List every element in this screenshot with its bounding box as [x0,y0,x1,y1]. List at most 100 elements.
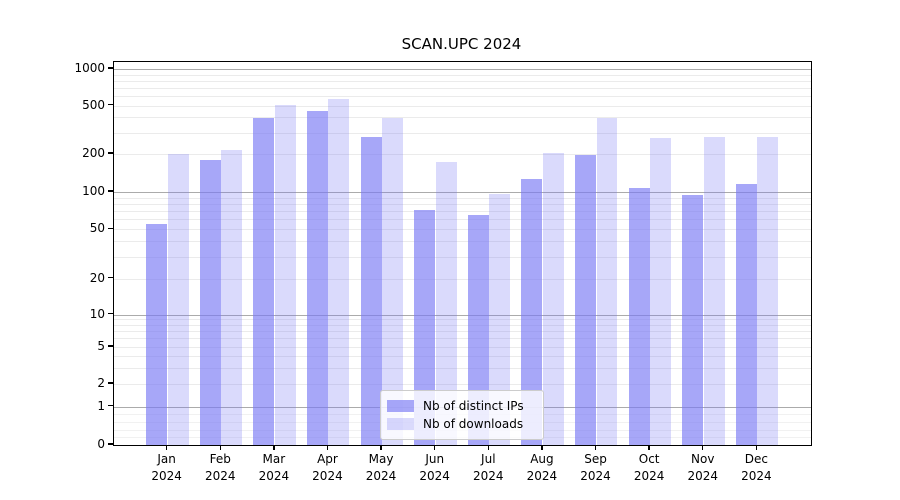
bar-may-downloads [382,117,403,445]
minor-gridline [114,229,811,231]
y-tick-label: 2 [97,376,105,390]
x-tick-mark [380,445,382,450]
legend-entry-distinct-ips: Nb of distinct IPs [387,397,534,414]
x-tick-label-may: May 2024 [365,452,397,483]
y-tick-label: 20 [89,270,105,285]
bar-oct-distinct-ips [628,188,650,445]
minor-gridline [114,384,811,385]
x-tick-mark [433,445,436,450]
y-tick-mark [108,382,113,384]
x-tick-label-aug: Aug 2024 [526,452,558,483]
bar-sep-downloads [596,118,618,445]
legend-swatch-downloads [387,417,414,430]
bar-apr-downloads [328,99,350,445]
legend: Nb of distinct IPs Nb of downloads [380,390,544,440]
bar-dec-distinct-ips [735,183,757,445]
major-gridline [114,314,811,316]
minor-gridline [114,331,811,333]
bar-apr-distinct-ips [307,111,328,445]
bar-jul-downloads [489,193,511,445]
minor-gridline [114,211,811,213]
bar-jul-distinct-ips [467,215,489,445]
bar-dec-downloads [757,137,779,445]
y-tick-mark [108,190,113,192]
bar-mar-downloads [274,104,296,445]
x-tick-mark [165,445,168,450]
bar-jan-downloads [167,153,189,445]
y-tick-mark [108,152,113,154]
legend-label-downloads: Nb of downloads [423,416,524,431]
y-tick-label: 50 [89,221,105,236]
legend-entry-downloads: Nb of downloads [387,415,534,432]
x-tick-mark [648,445,650,450]
minor-gridline [114,87,811,89]
x-tick-label-sep: Sep 2024 [580,452,611,483]
minor-gridline [114,356,811,357]
bar-jun-downloads [435,161,457,445]
y-tick-mark [108,103,113,106]
minor-gridline [114,105,811,107]
bar-feb-distinct-ips [199,160,221,445]
major-gridline [114,192,811,193]
minor-gridline [114,132,811,134]
y-tick-label: 1 [97,398,105,413]
minor-gridline [114,197,811,199]
legend-label-distinct-ips: Nb of distinct IPs [423,398,524,413]
minor-gridline [114,117,811,119]
major-gridline [114,69,811,70]
x-tick-label-jul: Jul 2024 [473,452,504,483]
y-tick-label: 0 [97,437,105,451]
minor-gridline [114,80,811,82]
y-tick-label: 500 [82,97,105,112]
bar-aug-downloads [542,153,564,445]
minor-gridline [114,256,811,258]
x-tick-mark [273,445,275,450]
y-tick-mark [108,345,113,347]
y-tick-label: 1000 [74,61,105,75]
y-tick-mark [108,443,113,445]
bar-oct-downloads [650,138,672,445]
bar-may-distinct-ips [360,136,382,445]
minor-gridline [114,95,811,97]
x-tick-mark [487,445,489,450]
bar-feb-downloads [221,149,243,445]
minor-gridline [114,74,811,76]
bar-nov-distinct-ips [682,194,704,445]
minor-gridline [114,154,811,155]
minor-gridline [114,319,811,321]
y-tick-mark [108,67,113,69]
legend-swatch-distinct-ips [387,399,414,412]
y-tick-mark [108,312,113,315]
minor-gridline [114,324,811,326]
bar-jun-distinct-ips [414,210,436,445]
y-tick-label: 10 [89,306,105,321]
x-tick-mark [594,445,597,450]
x-tick-label-jan: Jan 2024 [151,452,182,483]
x-tick-label-feb: Feb 2024 [204,452,236,483]
minor-gridline [114,367,811,369]
bar-jan-distinct-ips [146,224,168,445]
minor-gridline [114,219,811,221]
y-tick-mark [108,227,113,229]
minor-gridline [114,204,811,205]
minor-gridline [114,278,811,280]
x-tick-mark [326,445,329,450]
y-tick-label: 100 [82,184,105,198]
bar-nov-downloads [703,136,725,445]
bar-aug-distinct-ips [521,179,543,445]
plot-area [113,61,812,446]
minor-gridline [114,338,811,340]
x-tick-mark [219,445,221,450]
y-tick-label: 5 [97,339,105,353]
x-tick-label-mar: Mar 2024 [258,452,290,483]
x-tick-label-apr: Apr 2024 [312,452,343,483]
minor-gridline [114,241,811,243]
x-tick-mark [541,445,543,450]
y-tick-label: 200 [82,146,105,160]
bar-sep-distinct-ips [575,154,597,445]
y-tick-mark [108,276,113,279]
x-tick-label-oct: Oct 2024 [633,452,665,483]
minor-gridline [114,347,811,348]
x-tick-mark [702,445,704,450]
